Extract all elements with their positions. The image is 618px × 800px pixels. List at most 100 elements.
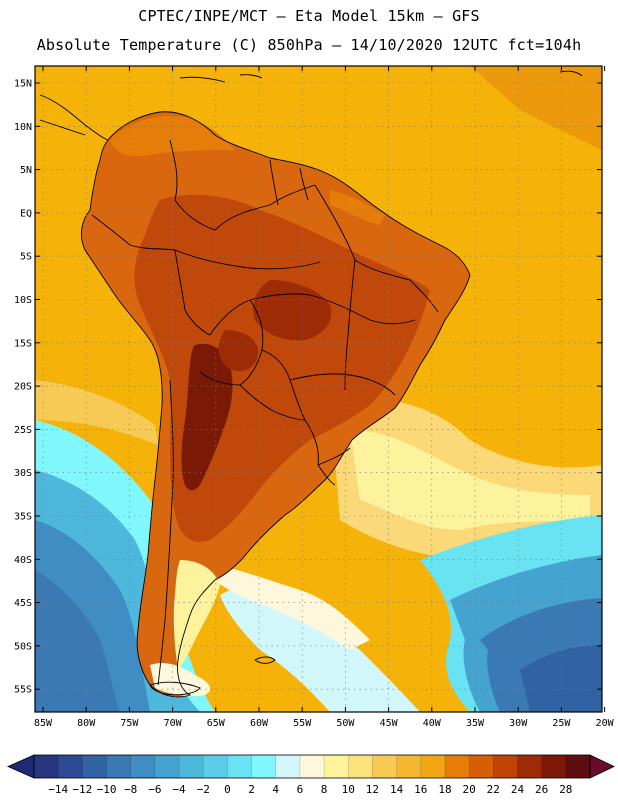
lon-label: 70W bbox=[164, 718, 183, 729]
colorbar-swatch bbox=[541, 755, 567, 778]
caribbean-islands bbox=[179, 70, 583, 83]
border-brazil-states-1 bbox=[314, 184, 411, 281]
colorbar-label: −10 bbox=[97, 783, 117, 796]
lat-label: 45S bbox=[14, 598, 32, 609]
lat-label: EQ bbox=[20, 208, 32, 219]
lon-label: 50W bbox=[336, 718, 355, 729]
border-brazil-states-2 bbox=[249, 293, 416, 325]
colorbar-label: 26 bbox=[535, 783, 548, 796]
lat-label: 35S bbox=[14, 512, 32, 523]
border-argentina-chile bbox=[157, 379, 174, 686]
colorbar-swatch bbox=[565, 755, 591, 778]
colorbar-swatch bbox=[493, 755, 518, 778]
lon-label: 30W bbox=[509, 718, 528, 729]
colorbar-over-arrow bbox=[589, 754, 615, 779]
lon-label: 65W bbox=[207, 718, 226, 729]
colorbar-label: 16 bbox=[414, 783, 427, 796]
colorbar-label: 12 bbox=[366, 783, 379, 796]
colorbar-label: −6 bbox=[148, 783, 161, 796]
border-guianas bbox=[269, 159, 309, 206]
temperature-field bbox=[35, 66, 602, 712]
lat-axis: 15N 10N 5N EQ 5S 10S 15S 20S 25S 30S 35S 40S 45S 50S 5… bbox=[14, 79, 602, 696]
colorbar-outline bbox=[33, 754, 591, 779]
lon-label: 80W bbox=[77, 718, 96, 729]
colorbar-swatch bbox=[82, 755, 107, 778]
colorbar-swatch bbox=[179, 755, 204, 778]
border-ecuador-peru bbox=[91, 214, 176, 251]
colorbar-label: 10 bbox=[342, 783, 355, 796]
coastline bbox=[80, 111, 471, 698]
lat-label: 5N bbox=[20, 165, 32, 176]
lat-label: 15N bbox=[14, 79, 32, 90]
lat-label: 10N bbox=[14, 122, 32, 133]
colorbar-label: 0 bbox=[224, 783, 231, 796]
colorbar-swatch bbox=[469, 755, 494, 778]
colorbar-under-arrow bbox=[7, 754, 35, 779]
colorbar-swatch bbox=[396, 755, 422, 778]
lon-label: 40W bbox=[423, 718, 442, 729]
lat-label: 5S bbox=[20, 252, 32, 263]
colorbar-swatch bbox=[517, 755, 542, 778]
tierra-del-fuego bbox=[149, 681, 201, 696]
lat-label: 40S bbox=[14, 555, 32, 566]
colorbar-swatch bbox=[34, 755, 59, 778]
colorbar-swatch bbox=[58, 755, 83, 778]
colorbar-label: 24 bbox=[511, 783, 525, 796]
colorbar-swatch bbox=[203, 755, 228, 778]
colorbar-label: −14 bbox=[48, 783, 68, 796]
lat-label: 50S bbox=[14, 641, 32, 652]
title-line-2: Absolute Temperature (C) 850hPa – 14/10/… bbox=[36, 36, 582, 54]
colorbar-label: 6 bbox=[297, 783, 304, 796]
colorbar-swatch bbox=[299, 755, 325, 778]
lon-label: 20W bbox=[596, 718, 615, 729]
border-brazil-states-3 bbox=[289, 373, 396, 396]
colorbar-swatch bbox=[324, 755, 349, 778]
lat-label: 10S bbox=[14, 295, 32, 306]
lon-label: 85W bbox=[34, 718, 53, 729]
colorbar-swatch bbox=[372, 755, 397, 778]
colorbar-label: 4 bbox=[272, 783, 279, 796]
lon-axis: 85W 80W 75W 70W 65W 60W 55W 50W 45W 40W 35W 30W 25W 2… bbox=[34, 66, 615, 729]
colorbar-label: 18 bbox=[438, 783, 451, 796]
colorbar-swatch bbox=[444, 755, 470, 778]
colorbar-label: 2 bbox=[248, 783, 255, 796]
lon-label: 35W bbox=[466, 718, 485, 729]
colorbar-swatch bbox=[420, 755, 446, 778]
colorbar: −14 −12 −10 −8 −6 −4 −2 0 2 4 6 8 10 12 14 16 18 20 22 24 26… bbox=[7, 754, 615, 796]
colorbar-label: −4 bbox=[172, 783, 186, 796]
border-brazil-states-4 bbox=[344, 259, 356, 391]
colorbar-label: 20 bbox=[463, 783, 476, 796]
border-peru-brazil bbox=[174, 249, 211, 336]
borders bbox=[39, 70, 583, 698]
colorbar-label: −2 bbox=[197, 783, 210, 796]
lon-label: 55W bbox=[293, 718, 312, 729]
colorbar-label: 28 bbox=[559, 783, 572, 796]
lat-label: 30S bbox=[14, 468, 32, 479]
lon-label: 25W bbox=[552, 718, 571, 729]
lon-label: 60W bbox=[250, 718, 269, 729]
falkland-islands bbox=[254, 656, 276, 664]
colorbar-swatch bbox=[227, 755, 252, 778]
grid bbox=[35, 66, 602, 712]
colorbar-label: −12 bbox=[72, 783, 92, 796]
colorbar-swatch bbox=[251, 755, 277, 778]
border-brazil-states-5 bbox=[174, 249, 321, 270]
colorbar-swatch bbox=[154, 755, 180, 778]
lat-label: 20S bbox=[14, 382, 32, 393]
lon-label: 45W bbox=[380, 718, 399, 729]
lat-label: 25S bbox=[14, 425, 32, 436]
colorbar-swatch bbox=[106, 755, 131, 778]
colorbar-swatch bbox=[348, 755, 373, 778]
colorbar-swatch bbox=[130, 755, 156, 778]
colorbar-label: −8 bbox=[124, 783, 137, 796]
lat-label: 15S bbox=[14, 338, 32, 349]
border-paraguay-argentina bbox=[239, 384, 306, 421]
border-venezuela-brazil bbox=[214, 184, 316, 231]
title-line-1: CPTEC/INPE/MCT – Eta Model 15km – GFS bbox=[138, 7, 480, 25]
colorbar-label: 8 bbox=[321, 783, 328, 796]
border-brazil-states-6 bbox=[409, 279, 439, 313]
colorbar-label: 14 bbox=[390, 783, 404, 796]
central-america bbox=[39, 94, 109, 141]
map-frame bbox=[34, 65, 603, 713]
